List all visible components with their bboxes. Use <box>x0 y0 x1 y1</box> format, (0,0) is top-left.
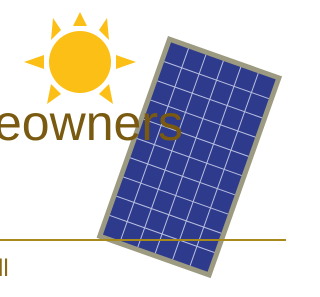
sun-ray <box>51 18 61 40</box>
sun-ray <box>24 55 44 69</box>
scene: eowners ll <box>0 0 292 297</box>
footer-text: ll <box>0 255 9 282</box>
sun-ray <box>73 12 87 26</box>
sun-ray <box>116 55 136 69</box>
solar-panel <box>97 36 282 278</box>
page: eowners ll (() => { const data = JSON.pa… <box>0 0 292 297</box>
heading: eowners <box>0 95 183 151</box>
sun-icon <box>24 12 136 104</box>
sun-disc <box>49 31 111 93</box>
sun-ray <box>99 18 109 40</box>
